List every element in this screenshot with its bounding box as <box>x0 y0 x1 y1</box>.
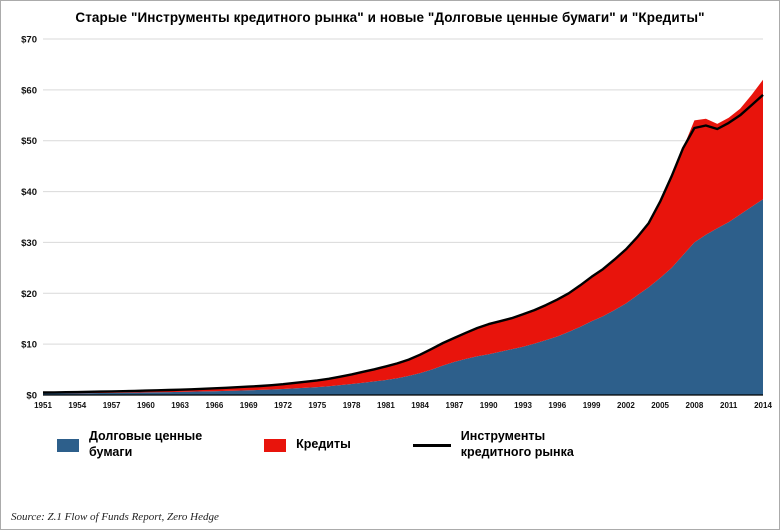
svg-text:1954: 1954 <box>68 401 86 410</box>
legend-swatch-loans <box>264 438 287 452</box>
svg-text:1984: 1984 <box>411 401 429 410</box>
svg-text:2008: 2008 <box>686 401 704 410</box>
svg-text:1951: 1951 <box>34 401 52 410</box>
svg-text:$70: $70 <box>21 35 37 46</box>
chart-title: Старые "Инструменты кредитного рынка" и … <box>75 10 705 25</box>
legend-label-loans: Кредиты <box>296 437 351 452</box>
svg-text:1981: 1981 <box>377 401 395 410</box>
svg-text:$10: $10 <box>21 340 37 351</box>
legend-item-debt-securities: Долговые ценные бумаги <box>57 429 202 460</box>
svg-text:1966: 1966 <box>206 401 224 410</box>
svg-text:1993: 1993 <box>514 401 532 410</box>
svg-text:$60: $60 <box>21 85 37 96</box>
svg-text:1960: 1960 <box>137 401 155 410</box>
svg-text:$50: $50 <box>21 136 37 147</box>
source-note: Source: Z.1 Flow of Funds Report, Zero H… <box>11 511 219 523</box>
svg-text:1963: 1963 <box>171 401 189 410</box>
stacked-area-chart: $0 $10 $20 $30 $40 $50 $60 $70 1951 1954 1957 1960 1… <box>1 27 779 419</box>
svg-text:2002: 2002 <box>617 401 635 410</box>
legend-swatch-credit-market-instruments <box>412 443 451 447</box>
svg-text:1999: 1999 <box>583 401 601 410</box>
legend-label-credit-market-instruments: Инструменты кредитного рынка <box>460 429 574 459</box>
svg-text:$30: $30 <box>21 238 37 249</box>
svg-text:2005: 2005 <box>651 401 669 410</box>
svg-text:1957: 1957 <box>103 401 121 410</box>
svg-text:1990: 1990 <box>480 401 498 410</box>
svg-text:1975: 1975 <box>308 401 326 410</box>
svg-text:1978: 1978 <box>343 401 361 410</box>
svg-text:1969: 1969 <box>240 401 258 410</box>
svg-text:$20: $20 <box>21 289 37 300</box>
legend-item-loans: Кредиты <box>264 437 351 453</box>
legend-label-debt-securities: Долговые ценные бумаги <box>89 429 203 459</box>
svg-text:2011: 2011 <box>720 401 738 410</box>
legend-swatch-debt-securities <box>57 438 79 452</box>
svg-text:2014: 2014 <box>754 401 772 410</box>
svg-text:1996: 1996 <box>548 401 566 410</box>
svg-text:$40: $40 <box>21 187 37 198</box>
svg-text:1987: 1987 <box>446 401 464 410</box>
svg-text:$0: $0 <box>26 391 37 402</box>
legend-item-credit-market-instruments: Инструменты кредитного рынка <box>412 429 574 460</box>
chart-legend: Долговые ценные бумаги Кредиты Инструмен… <box>57 423 779 467</box>
svg-text:1972: 1972 <box>274 401 292 410</box>
